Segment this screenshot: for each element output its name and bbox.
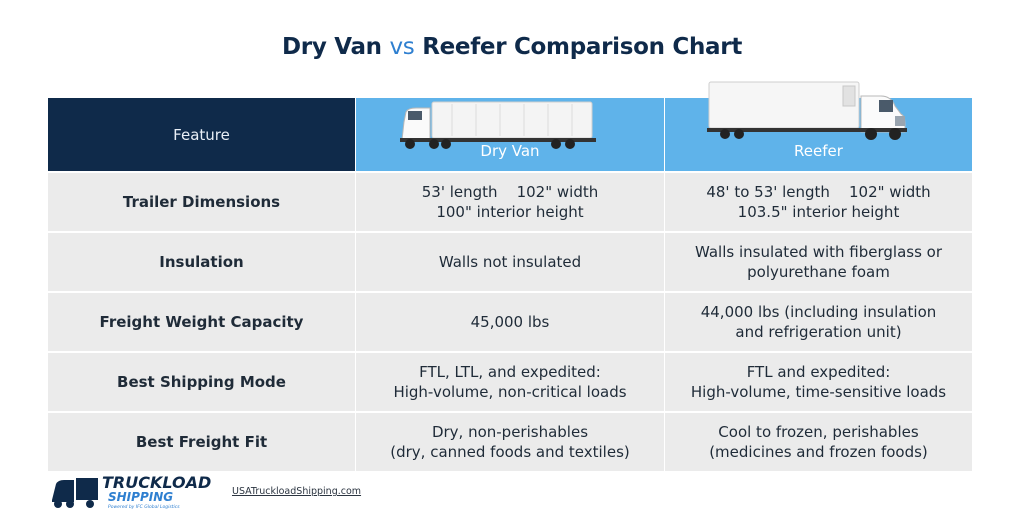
cell-line: Cool to frozen, perishables [718, 423, 919, 441]
cell-line: (medicines and frozen foods) [709, 443, 928, 461]
feature-cell: Trailer Dimensions [48, 173, 355, 231]
table-row: Insulation Walls not insulated Walls ins… [48, 233, 972, 291]
table-header-row: Feature Dry Van [48, 81, 972, 171]
cell-line: 53' length 102" width [421, 183, 599, 201]
title-part2: Reefer Comparison Chart [422, 34, 743, 60]
cell-line: FTL and expedited: [746, 363, 891, 381]
cell-line: 45,000 lbs [470, 313, 550, 331]
truckload-shipping-logo: TRUCKLOAD SHIPPING Powered by IFC Global… [52, 473, 211, 510]
cell-line: and refrigeration unit) [735, 323, 902, 341]
cell-line: (dry, canned foods and textiles) [390, 443, 630, 461]
dry-van-cell: Dry, non-perishables (dry, canned foods a… [356, 413, 664, 471]
feature-cell: Freight Weight Capacity [48, 293, 355, 351]
feature-cell: Best Shipping Mode [48, 353, 355, 411]
dry-van-label: Dry Van [480, 142, 540, 160]
title-part1: Dry Van [281, 34, 382, 60]
cell-line: Dry, non-perishables [431, 423, 589, 441]
cell-line: Walls not insulated [438, 253, 582, 271]
cell-line: Walls insulated with fiberglass or [694, 243, 943, 261]
header-dry-van: Dry Van [356, 98, 664, 171]
table-row: Best Shipping Mode FTL, LTL, and expedit… [48, 353, 972, 411]
logo-line2: SHIPPING [108, 490, 173, 504]
reefer-cell: Walls insulated with fiberglass or polyur… [665, 233, 972, 291]
logo-line1: TRUCKLOAD [102, 473, 211, 492]
reefer-cell: 48' to 53' length 102" width 103.5" inter… [665, 173, 972, 231]
cell-line: FTL, LTL, and expedited: [419, 363, 601, 381]
cell-line: 44,000 lbs (including insulation [700, 303, 937, 321]
website-link[interactable]: USATruckloadShipping.com [232, 486, 362, 497]
title-vs: vs [389, 34, 415, 60]
reefer-cell: FTL and expedited: High-volume, time-sens… [665, 353, 972, 411]
cell-line: polyurethane foam [747, 263, 890, 281]
table-row: Freight Weight Capacity 45,000 lbs 44,00… [48, 293, 972, 351]
reefer-cell: Cool to frozen, perishables (medicines an… [665, 413, 972, 471]
cell-line: 48' to 53' length 102" width [706, 183, 931, 201]
page-title: Dry Van vs Reefer Comparison Chart [0, 34, 1024, 60]
dry-van-cell: FTL, LTL, and expedited: High-volume, non… [356, 353, 664, 411]
header-reefer: Reefer [665, 81, 972, 171]
header-feature: Feature [48, 98, 355, 171]
cell-line: 103.5" interior height [737, 203, 900, 221]
logo-tagline: Powered by IFC Global Logistics [108, 504, 180, 510]
comparison-table: Feature Dry Van [48, 81, 972, 471]
table-row: Trailer Dimensions 53' length 102" width… [48, 173, 972, 231]
feature-cell: Best Freight Fit [48, 413, 355, 471]
feature-cell: Insulation [48, 233, 355, 291]
reefer-truck-icon [707, 81, 907, 140]
reefer-label: Reefer [794, 142, 843, 160]
dry-van-cell: 45,000 lbs [356, 293, 664, 351]
dry-van-cell: Walls not insulated [356, 233, 664, 291]
dry-van-truck-icon [400, 101, 596, 149]
cell-line: 100" interior height [436, 203, 584, 221]
reefer-cell: 44,000 lbs (including insulation and refr… [665, 293, 972, 351]
dry-van-cell: 53' length 102" width 100" interior heigh… [356, 173, 664, 231]
table-row: Best Freight Fit Dry, non-perishables (dr… [48, 413, 972, 471]
cell-line: High-volume, time-sensitive loads [690, 383, 947, 401]
cell-line: High-volume, non-critical loads [393, 383, 627, 401]
